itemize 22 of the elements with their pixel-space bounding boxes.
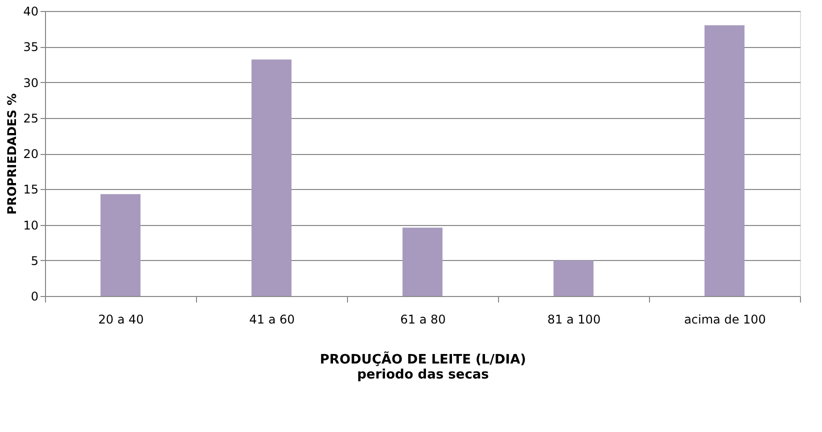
y-tick-label: 25 xyxy=(23,111,38,126)
bar xyxy=(402,228,442,296)
bar xyxy=(704,25,744,296)
y-tick-label: 35 xyxy=(23,40,38,54)
bar xyxy=(100,194,140,296)
y-tick-label: 40 xyxy=(23,4,38,18)
bar xyxy=(252,59,292,296)
text: periodo das secas xyxy=(357,368,490,382)
y-tick-label: 30 xyxy=(23,76,38,90)
y-axis-title: PROPRIEDADES % xyxy=(5,93,20,215)
bar xyxy=(554,260,594,296)
x-tick-label: 41 a 60 xyxy=(249,312,295,326)
y-tick-label: 0 xyxy=(30,290,38,304)
x-tick-label: 20 a 40 xyxy=(98,312,144,326)
y-tick-label: 20 xyxy=(23,147,38,161)
x-tick-label: 81 a 100 xyxy=(547,312,601,326)
y-tick-label: 10 xyxy=(23,218,38,232)
y-tick-label: 15 xyxy=(23,182,38,197)
x-axis-title: PRODUÇÃO DE LEITE (L/DIA) xyxy=(320,350,526,368)
y-tick-label: 5 xyxy=(30,254,38,268)
x-tick-label: acima de 100 xyxy=(684,312,766,326)
x-tick-label: 61 a 80 xyxy=(400,312,446,326)
